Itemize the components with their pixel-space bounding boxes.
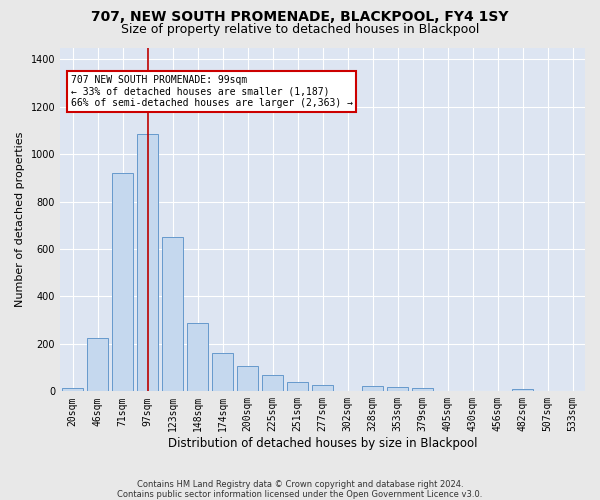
Bar bbox=[262, 375, 283, 392]
Text: 707, NEW SOUTH PROMENADE, BLACKPOOL, FY4 1SY: 707, NEW SOUTH PROMENADE, BLACKPOOL, FY4… bbox=[91, 10, 509, 24]
Bar bbox=[237, 366, 258, 392]
Bar bbox=[387, 387, 408, 392]
X-axis label: Distribution of detached houses by size in Blackpool: Distribution of detached houses by size … bbox=[168, 437, 477, 450]
Bar bbox=[137, 134, 158, 392]
Y-axis label: Number of detached properties: Number of detached properties bbox=[15, 132, 25, 307]
Bar bbox=[212, 354, 233, 392]
Text: Contains HM Land Registry data © Crown copyright and database right 2024.
Contai: Contains HM Land Registry data © Crown c… bbox=[118, 480, 482, 499]
Bar bbox=[287, 382, 308, 392]
Bar bbox=[62, 388, 83, 392]
Bar bbox=[112, 173, 133, 392]
Bar bbox=[512, 389, 533, 392]
Bar bbox=[412, 388, 433, 392]
Text: 707 NEW SOUTH PROMENADE: 99sqm
← 33% of detached houses are smaller (1,187)
66% : 707 NEW SOUTH PROMENADE: 99sqm ← 33% of … bbox=[71, 75, 353, 108]
Bar bbox=[362, 386, 383, 392]
Text: Size of property relative to detached houses in Blackpool: Size of property relative to detached ho… bbox=[121, 22, 479, 36]
Bar bbox=[162, 237, 183, 392]
Bar bbox=[312, 386, 333, 392]
Bar bbox=[187, 322, 208, 392]
Bar bbox=[87, 338, 108, 392]
